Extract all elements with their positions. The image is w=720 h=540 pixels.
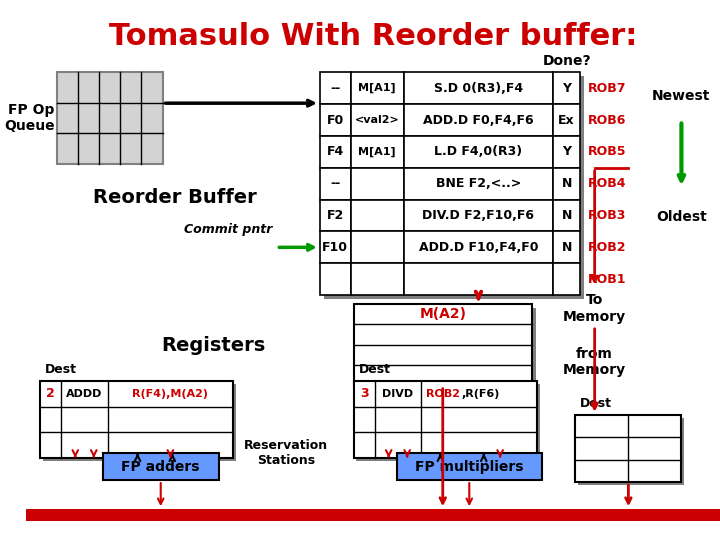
Bar [404, 264, 553, 295]
Bar [553, 72, 580, 104]
Bar [553, 200, 580, 232]
Bar [320, 232, 351, 264]
Bar [354, 303, 532, 386]
Text: 2: 2 [46, 387, 55, 400]
Text: ROB2: ROB2 [588, 241, 626, 254]
Text: ADD.D F10,F4,F0: ADD.D F10,F4,F0 [419, 241, 539, 254]
Text: ADDD: ADDD [66, 389, 103, 399]
Bar [404, 232, 553, 264]
Text: Reservation
Stations: Reservation Stations [244, 439, 328, 467]
Bar [351, 104, 404, 136]
Bar [553, 168, 580, 200]
Bar [553, 232, 580, 264]
Text: FP adders: FP adders [122, 460, 200, 474]
Text: DIV.D F2,F10,F6: DIV.D F2,F10,F6 [423, 209, 534, 222]
Text: ROB7: ROB7 [588, 82, 626, 94]
Text: DIVD: DIVD [382, 389, 413, 399]
Text: ROB4: ROB4 [588, 177, 626, 190]
Text: from
Memory: from Memory [563, 347, 626, 377]
Bar [43, 384, 236, 461]
Bar [553, 136, 580, 168]
Text: Dest: Dest [45, 363, 77, 376]
Text: Done?: Done? [542, 54, 591, 68]
Bar [320, 168, 351, 200]
Text: 3: 3 [360, 387, 369, 400]
Bar [324, 76, 584, 299]
Bar [356, 384, 540, 461]
Text: Dest: Dest [580, 396, 612, 409]
Text: Dest: Dest [359, 363, 390, 376]
Bar [404, 200, 553, 232]
Text: F2: F2 [327, 209, 344, 222]
Bar [354, 381, 537, 458]
Text: R(F4),M(A2): R(F4),M(A2) [132, 389, 208, 399]
Text: S.D 0(R3),F4: S.D 0(R3),F4 [434, 82, 523, 94]
Text: N: N [562, 177, 572, 190]
Bar [351, 136, 404, 168]
Bar [320, 136, 351, 168]
Bar [57, 72, 163, 164]
Bar [397, 453, 541, 480]
Text: --: -- [330, 177, 341, 190]
Text: Y: Y [562, 82, 571, 94]
Bar [351, 232, 404, 264]
Text: <val2>: <val2> [355, 115, 400, 125]
Bar [575, 415, 681, 482]
Text: To
Memory: To Memory [563, 293, 626, 323]
Bar [40, 381, 233, 458]
Text: ,R(F6): ,R(F6) [462, 389, 500, 399]
Text: L.D F4,0(R3): L.D F4,0(R3) [434, 145, 523, 158]
Text: ADD.D F0,F4,F6: ADD.D F0,F4,F6 [423, 113, 534, 126]
Text: ROB5: ROB5 [588, 145, 626, 158]
Bar [351, 264, 404, 295]
Bar [26, 509, 720, 521]
Text: M[A1]: M[A1] [359, 147, 396, 157]
Bar [320, 200, 351, 232]
Text: F10: F10 [323, 241, 348, 254]
Text: M[A1]: M[A1] [359, 83, 396, 93]
Bar [357, 308, 536, 389]
Text: Registers: Registers [161, 336, 266, 355]
Text: Newest: Newest [652, 90, 711, 104]
Text: --: -- [330, 82, 341, 94]
Text: N: N [562, 209, 572, 222]
Text: F4: F4 [327, 145, 344, 158]
Text: Commit pntr: Commit pntr [184, 223, 272, 236]
Bar [320, 104, 351, 136]
Text: N: N [562, 241, 572, 254]
Bar [351, 200, 404, 232]
Bar [320, 72, 351, 104]
Text: Ex: Ex [559, 113, 575, 126]
Bar [404, 104, 553, 136]
Text: ROB1: ROB1 [588, 273, 626, 286]
Bar [553, 264, 580, 295]
Text: M(A2): M(A2) [419, 307, 467, 321]
Text: FP Op
Queue: FP Op Queue [4, 103, 55, 133]
Bar [578, 417, 684, 485]
Bar [320, 264, 351, 295]
Bar [351, 72, 404, 104]
Bar [404, 168, 553, 200]
Text: Y: Y [562, 145, 571, 158]
Text: BNE F2,<..>: BNE F2,<..> [436, 177, 521, 190]
Bar [404, 136, 553, 168]
Text: F0: F0 [327, 113, 344, 126]
Bar [351, 168, 404, 200]
Text: Tomasulo With Reorder buffer:: Tomasulo With Reorder buffer: [109, 22, 637, 51]
Text: FP multipliers: FP multipliers [415, 460, 523, 474]
Text: ROB6: ROB6 [588, 113, 626, 126]
Bar [103, 453, 219, 480]
Text: Oldest: Oldest [656, 210, 707, 224]
Bar [404, 72, 553, 104]
Text: ROB3: ROB3 [588, 209, 626, 222]
Text: ROB2: ROB2 [426, 389, 460, 399]
Bar [553, 104, 580, 136]
Text: Reorder Buffer: Reorder Buffer [94, 188, 257, 207]
